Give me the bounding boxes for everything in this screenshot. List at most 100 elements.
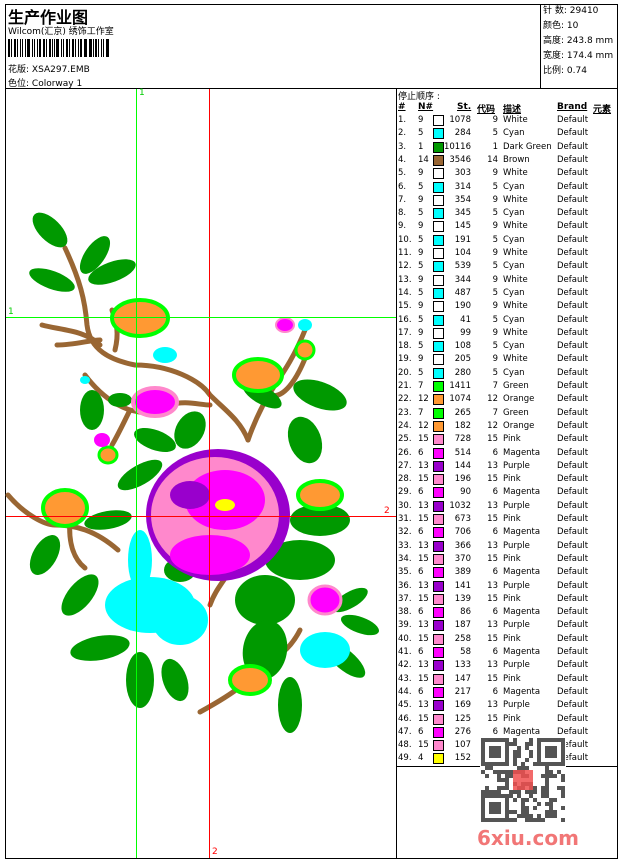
stitch-count: 303 <box>454 168 471 179</box>
color-swatch <box>433 287 444 299</box>
color-code: 15 <box>487 514 498 524</box>
stitch-count: 276 <box>454 726 471 737</box>
stitch-count: 139 <box>454 593 471 604</box>
color-description: Pink <box>503 593 521 604</box>
brand: Default <box>557 301 589 312</box>
color-description: Cyan <box>503 181 525 192</box>
brand: Default <box>557 394 589 405</box>
color-description: White <box>503 194 528 205</box>
color-code: 7 <box>492 407 498 418</box>
brand: Default <box>557 726 589 737</box>
row-index: 27. <box>398 460 412 471</box>
row-index: 46. <box>398 713 412 724</box>
color-description: Purple <box>503 580 530 591</box>
color-swatch <box>433 420 444 432</box>
table-row: 37. 15 139 15 Pink Default <box>398 593 616 606</box>
needle-number: 6 <box>418 607 424 618</box>
row-index: 42. <box>398 660 412 671</box>
stitch-count: 125 <box>454 713 471 724</box>
barcode-bar <box>83 39 85 57</box>
barcode-bar <box>71 39 75 57</box>
table-row: 3. 1 10116 1 Dark Green Default <box>398 141 616 154</box>
brand: Default <box>557 607 589 618</box>
stitch-count: 29410 <box>569 6 599 16</box>
guide-line-green-vertical <box>136 89 137 858</box>
brand: Default <box>557 434 589 445</box>
stitch-count: 152 <box>454 753 471 764</box>
table-row: 27. 13 144 13 Purple Default <box>398 460 616 473</box>
color-description: Orange <box>503 420 535 431</box>
color-code: 6 <box>492 647 498 657</box>
stitch-count: 258 <box>454 633 471 644</box>
barcode <box>8 39 110 57</box>
row-index: 24. <box>398 420 412 431</box>
color-description: White <box>503 168 528 179</box>
brand: Default <box>557 354 589 365</box>
barcode-bar <box>42 39 46 57</box>
color-swatch <box>433 500 444 512</box>
row-index: 12. <box>398 261 412 272</box>
table-row: 12. 5 539 5 Cyan Default <box>398 260 616 273</box>
row-index: 40. <box>398 633 412 644</box>
color-description: Cyan <box>503 287 525 298</box>
color-swatch <box>433 700 444 712</box>
stitch-count: 389 <box>454 567 471 578</box>
color-description: Pink <box>503 434 521 445</box>
row-index: 2. <box>398 128 407 139</box>
color-description: White <box>503 115 528 125</box>
brand: Default <box>557 274 589 285</box>
table-row: 23. 7 265 7 Green Default <box>398 407 616 420</box>
stitch-count: 280 <box>454 367 471 378</box>
row-index: 25. <box>398 434 412 445</box>
color-swatch <box>433 514 444 525</box>
color-code: 5 <box>492 341 498 352</box>
row-index: 20. <box>398 367 412 378</box>
needle-number: 9 <box>418 301 424 312</box>
color-description: Purple <box>503 500 530 511</box>
table-row: 9. 9 145 9 White Default <box>398 220 616 233</box>
table-row: 43. 15 147 15 Pink Default <box>398 673 616 686</box>
needle-number: 5 <box>418 314 424 325</box>
color-description: Pink <box>503 474 521 485</box>
scale-label: 比例: <box>543 66 565 76</box>
brand: Default <box>557 700 589 711</box>
row-index: 9. <box>398 221 407 232</box>
buds <box>41 298 344 696</box>
color-code: 6 <box>492 567 498 578</box>
color-code: 5 <box>492 181 498 192</box>
needle-number: 9 <box>418 115 424 125</box>
barcode-bar <box>92 39 94 57</box>
design-height: 243.8 mm <box>566 36 614 46</box>
table-row: 25. 15 728 15 Pink Default <box>398 433 616 446</box>
needle-number: 6 <box>418 567 424 578</box>
stop-sequence-title: 停止顺序 : <box>398 92 440 102</box>
color-swatch <box>433 301 444 313</box>
table-row: 13. 9 344 9 White Default <box>398 274 616 287</box>
col-header-index: # <box>398 102 406 112</box>
color-swatch <box>433 474 444 486</box>
table-row: 5. 9 303 9 White Default <box>398 167 616 180</box>
table-row: 47. 6 276 6 Magenta Default <box>398 726 616 739</box>
color-code: 9 <box>492 301 498 312</box>
color-description: Purple <box>503 660 530 671</box>
barcode-bar <box>85 39 88 57</box>
stitch-count: 514 <box>454 447 471 458</box>
color-description: Cyan <box>503 234 525 245</box>
brand: Default <box>557 327 589 338</box>
stitch-count: 187 <box>454 620 471 631</box>
row-index: 10. <box>398 234 412 245</box>
brand: Default <box>557 261 589 272</box>
color-description: White <box>503 274 528 285</box>
guide-line-red-vertical <box>209 89 210 858</box>
table-row: 19. 9 205 9 White Default <box>398 353 616 366</box>
row-index: 37. <box>398 593 412 604</box>
guide-label-red-h: 2 <box>384 506 390 516</box>
table-row: 26. 6 514 6 Magenta Default <box>398 447 616 460</box>
table-row: 4. 14 3546 14 Brown Default <box>398 154 616 167</box>
needle-number: 7 <box>418 381 424 391</box>
brand: Default <box>557 248 589 258</box>
needle-number: 4 <box>418 753 424 764</box>
row-index: 18. <box>398 341 412 352</box>
needle-number: 6 <box>418 686 424 697</box>
guide-line-green-horizontal <box>6 317 396 318</box>
